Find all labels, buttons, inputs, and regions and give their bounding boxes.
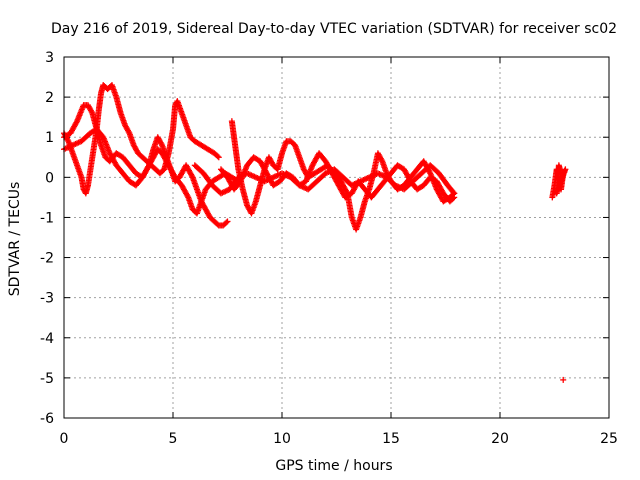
data-point	[215, 154, 222, 161]
plot-frame	[63, 56, 610, 419]
series-outlier	[560, 376, 567, 383]
x-tick-label: 15	[382, 431, 400, 447]
data-point	[214, 153, 221, 160]
y-tick-label: 3	[45, 50, 54, 66]
data-point	[73, 119, 80, 126]
x-tick-label: 25	[600, 431, 618, 447]
x-tick-label: 0	[60, 431, 69, 447]
data-point	[378, 156, 385, 163]
y-tick-labels: 3 2 1 0 -1 -2 -3 -4 -5 -6	[40, 50, 54, 427]
data-point	[158, 140, 165, 147]
x-tick-label: 5	[169, 431, 178, 447]
x-tick-label: 10	[273, 431, 291, 447]
y-axis-label: SDTVAR / TECUs	[7, 182, 23, 297]
data-point	[450, 195, 457, 202]
y-tick-label: 1	[45, 130, 54, 146]
data-points	[61, 82, 569, 383]
series-track-f	[191, 162, 458, 197]
data-point	[451, 190, 458, 197]
chart-title: Day 216 of 2019, Sidereal Day-to-day VTE…	[51, 21, 617, 37]
y-tick-label: -6	[40, 411, 54, 427]
data-point	[223, 219, 230, 226]
series-track-e	[217, 150, 458, 205]
data-point	[426, 168, 433, 175]
data-point	[224, 218, 231, 225]
data-point	[450, 189, 457, 196]
series-track-b	[61, 82, 222, 197]
y-tick-label: -1	[40, 210, 54, 226]
data-point	[125, 128, 132, 135]
y-tick-label: -5	[40, 371, 54, 387]
y-tick-label: 0	[45, 170, 54, 186]
data-point	[188, 172, 195, 179]
x-tick-label: 20	[491, 431, 509, 447]
data-point	[558, 170, 565, 177]
x-axis-label: GPS time / hours	[275, 458, 392, 474]
y-tick-label: -3	[40, 291, 54, 307]
y-tick-label: -2	[40, 251, 54, 267]
y-tick-label: -4	[40, 331, 54, 347]
data-point	[64, 136, 71, 143]
x-tick-labels: 0 5 10 15 20 25	[60, 431, 618, 447]
y-tick-label: 2	[45, 90, 54, 106]
data-point	[184, 193, 191, 200]
data-point	[88, 108, 95, 115]
series-track-g	[549, 162, 569, 201]
data-point	[560, 376, 567, 383]
